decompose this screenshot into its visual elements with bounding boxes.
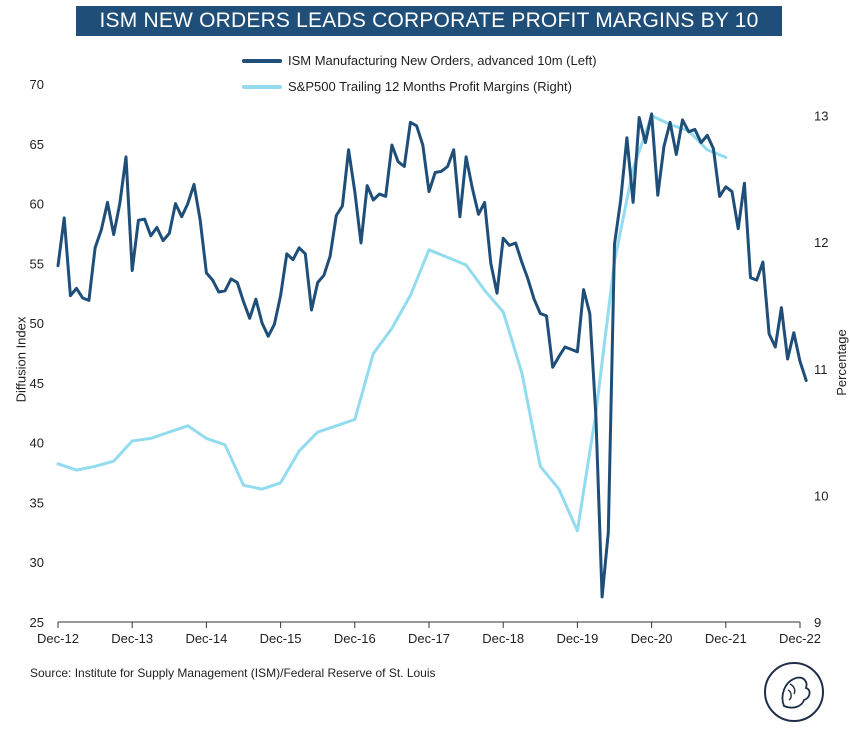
y-right-tick-label-4: 13: [814, 109, 828, 124]
x-tick-label-2: Dec-14: [185, 631, 227, 646]
y-left-tick-label-0: 25: [30, 615, 44, 630]
chart-title: ISM NEW ORDERS LEADS CORPORATE PROFIT MA…: [76, 6, 782, 62]
legend-item-ism: ISM Manufacturing New Orders, advanced 1…: [242, 48, 597, 74]
x-tick-label-7: Dec-19: [556, 631, 598, 646]
legend-label-margins: S&P500 Trailing 12 Months Profit Margins…: [288, 79, 572, 94]
y-right-tick-label-3: 12: [814, 235, 828, 250]
x-tick-label-10: Dec-22: [779, 631, 821, 646]
y-left-tick-label-6: 55: [30, 256, 44, 271]
y-right-tick-label-2: 11: [814, 362, 828, 377]
series-line-ism-new-orders: [56, 112, 808, 599]
x-tick-label-1: Dec-13: [111, 631, 153, 646]
sophia-logo: [762, 660, 826, 724]
chart-plot: Dec-12 Dec-13 Dec-14 Dec-15 Dec-16 Dec-17 Dec-…: [30, 77, 829, 646]
x-tick-label-8: Dec-20: [631, 631, 673, 646]
y-left-tick-label-5: 50: [30, 316, 44, 331]
source-note: Source: Institute for Supply Management …: [30, 666, 436, 680]
x-tick-label-3: Dec-15: [260, 631, 302, 646]
x-tick-label-4: Dec-16: [334, 631, 376, 646]
y-left-tick-label-8: 65: [30, 137, 44, 152]
legend-swatch-ism: [242, 59, 282, 63]
x-tick-label-9: Dec-21: [705, 631, 747, 646]
y-left-tick-label-7: 60: [30, 197, 44, 212]
y-left-tick-label-3: 40: [30, 436, 44, 451]
y-left-tick-label-1: 30: [30, 555, 44, 570]
x-tick-label-6: Dec-18: [482, 631, 524, 646]
legend-swatch-margins: [242, 85, 282, 89]
series-line-sp500-profit-margins: [56, 114, 728, 533]
x-tick-label-0: Dec-12: [37, 631, 79, 646]
legend-item-margins: S&P500 Trailing 12 Months Profit Margins…: [242, 74, 597, 100]
y-left-tick-label-2: 35: [30, 495, 44, 510]
y-right-tick-label-1: 10: [814, 488, 828, 503]
y-left-tick-label-9: 70: [30, 77, 44, 92]
legend-label-ism: ISM Manufacturing New Orders, advanced 1…: [288, 53, 597, 68]
y-right-tick-label-0: 9: [814, 615, 821, 630]
legend: ISM Manufacturing New Orders, advanced 1…: [242, 48, 597, 100]
y-left-tick-label-4: 45: [30, 376, 44, 391]
x-tick-label-5: Dec-17: [408, 631, 450, 646]
